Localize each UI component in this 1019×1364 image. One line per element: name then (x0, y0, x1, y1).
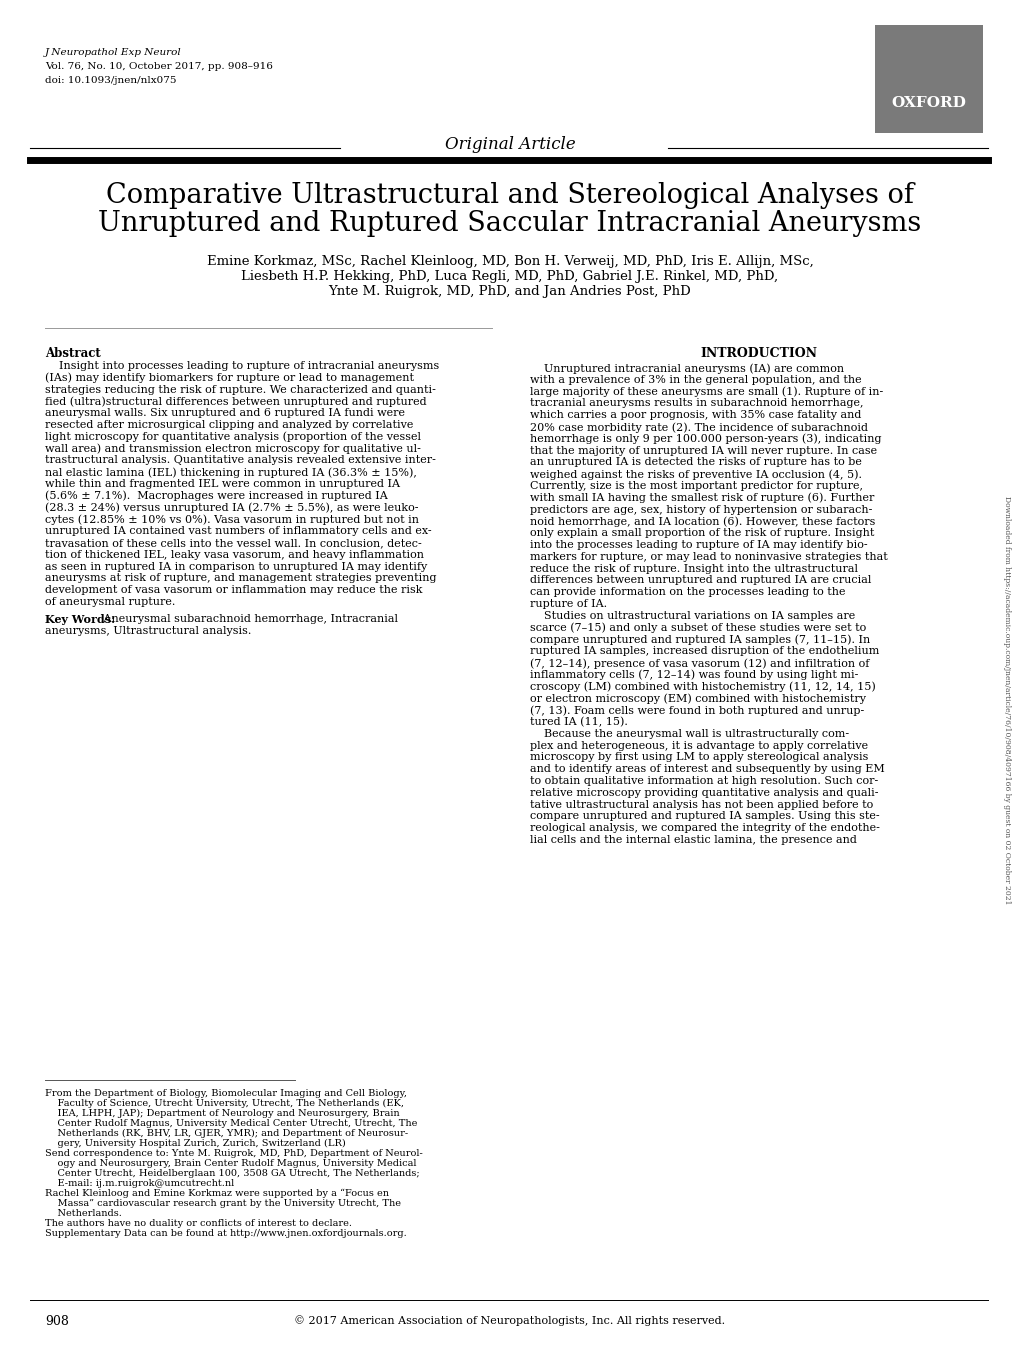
Text: Currently, size is the most important predictor for rupture,: Currently, size is the most important pr… (530, 481, 862, 491)
Text: (28.3 ± 24%) versus unruptured IA (2.7% ± 5.5%), as were leuko-: (28.3 ± 24%) versus unruptured IA (2.7% … (45, 502, 418, 513)
Text: J Neuropathol Exp Neurol: J Neuropathol Exp Neurol (45, 48, 181, 57)
Text: Unruptured and Ruptured Saccular Intracranial Aneurysms: Unruptured and Ruptured Saccular Intracr… (98, 210, 921, 237)
Text: aneurysms at risk of rupture, and management strategies preventing: aneurysms at risk of rupture, and manage… (45, 573, 436, 584)
Text: INTRODUCTION: INTRODUCTION (700, 346, 816, 360)
Text: markers for rupture, or may lead to noninvasive strategies that: markers for rupture, or may lead to noni… (530, 552, 887, 562)
Bar (874, 25, 982, 134)
Text: Insight into processes leading to rupture of intracranial aneurysms: Insight into processes leading to ruptur… (45, 361, 439, 371)
Text: doi: 10.1093/jnen/nlx075: doi: 10.1093/jnen/nlx075 (45, 76, 176, 85)
Text: Studies on ultrastructural variations on IA samples are: Studies on ultrastructural variations on… (530, 611, 854, 621)
Text: microscopy by first using LM to apply stereological analysis: microscopy by first using LM to apply st… (530, 753, 867, 762)
Text: light microscopy for quantitative analysis (proportion of the vessel: light microscopy for quantitative analys… (45, 432, 421, 442)
Text: Center Rudolf Magnus, University Medical Center Utrecht, Utrecht, The: Center Rudolf Magnus, University Medical… (45, 1118, 417, 1128)
Text: Original Article: Original Article (444, 136, 575, 153)
Text: © 2017 American Association of Neuropathologists, Inc. All rights reserved.: © 2017 American Association of Neuropath… (294, 1315, 725, 1326)
Text: The authors have no duality or conflicts of interest to declare.: The authors have no duality or conflicts… (45, 1219, 352, 1228)
Text: ruptured IA samples, increased disruption of the endothelium: ruptured IA samples, increased disruptio… (530, 647, 878, 656)
Text: (IAs) may identify biomarkers for rupture or lead to management: (IAs) may identify biomarkers for ruptur… (45, 372, 414, 383)
Text: differences between unruptured and ruptured IA are crucial: differences between unruptured and ruptu… (530, 576, 870, 585)
Text: reological analysis, we compared the integrity of the endothe-: reological analysis, we compared the int… (530, 824, 879, 833)
Text: large majority of these aneurysms are small (1). Rupture of in-: large majority of these aneurysms are sm… (530, 386, 882, 397)
Text: or electron microscopy (EM) combined with histochemistry: or electron microscopy (EM) combined wit… (530, 693, 865, 704)
Text: OXFORD: OXFORD (891, 95, 965, 109)
Text: Massa” cardiovascular research grant by the University Utrecht, The: Massa” cardiovascular research grant by … (45, 1199, 400, 1209)
Text: Faculty of Science, Utrecht University, Utrecht, The Netherlands (EK,: Faculty of Science, Utrecht University, … (45, 1099, 404, 1108)
Text: strategies reducing the risk of rupture. We characterized and quanti-: strategies reducing the risk of rupture.… (45, 385, 435, 394)
Text: which carries a poor prognosis, with 35% case fatality and: which carries a poor prognosis, with 35%… (530, 411, 860, 420)
Text: From the Department of Biology, Biomolecular Imaging and Cell Biology,: From the Department of Biology, Biomolec… (45, 1088, 407, 1098)
Text: rupture of IA.: rupture of IA. (530, 599, 606, 608)
Text: (5.6% ± 7.1%).  Macrophages were increased in ruptured IA: (5.6% ± 7.1%). Macrophages were increase… (45, 491, 387, 502)
Text: while thin and fragmented IEL were common in unruptured IA: while thin and fragmented IEL were commo… (45, 479, 399, 490)
Text: only explain a small proportion of the risk of rupture. Insight: only explain a small proportion of the r… (530, 528, 873, 539)
Text: predictors are age, sex, history of hypertension or subarach-: predictors are age, sex, history of hype… (530, 505, 871, 514)
Text: Liesbeth H.P. Hekking, PhD, Luca Regli, MD, PhD, Gabriel J.E. Rinkel, MD, PhD,: Liesbeth H.P. Hekking, PhD, Luca Regli, … (242, 270, 777, 282)
Text: as seen in ruptured IA in comparison to unruptured IA may identify: as seen in ruptured IA in comparison to … (45, 562, 427, 572)
Text: fied (ultra)structural differences between unruptured and ruptured: fied (ultra)structural differences betwe… (45, 397, 426, 406)
Text: hemorrhage is only 9 per 100.000 person-years (3), indicating: hemorrhage is only 9 per 100.000 person-… (530, 434, 880, 445)
Text: unruptured IA contained vast numbers of inflammatory cells and ex-: unruptured IA contained vast numbers of … (45, 527, 431, 536)
Text: to obtain qualitative information at high resolution. Such cor-: to obtain qualitative information at hig… (530, 776, 877, 786)
Text: Downloaded from https://academic.oup.com/jnen/article/76/10/908/4097166 by guest: Downloaded from https://academic.oup.com… (1002, 495, 1010, 904)
Text: (7, 12–14), presence of vasa vasorum (12) and infiltration of: (7, 12–14), presence of vasa vasorum (12… (530, 657, 868, 668)
Text: and to identify areas of interest and subsequently by using EM: and to identify areas of interest and su… (530, 764, 883, 775)
Text: that the majority of unruptured IA will never rupture. In case: that the majority of unruptured IA will … (530, 446, 876, 456)
Text: Netherlands.: Netherlands. (45, 1209, 121, 1218)
Text: tured IA (11, 15).: tured IA (11, 15). (530, 717, 628, 727)
Text: Because the aneurysmal wall is ultrastructurally com-: Because the aneurysmal wall is ultrastru… (530, 728, 848, 739)
Text: noid hemorrhage, and IA location (6). However, these factors: noid hemorrhage, and IA location (6). Ho… (530, 517, 874, 527)
Text: Aneurysmal subarachnoid hemorrhage, Intracranial: Aneurysmal subarachnoid hemorrhage, Intr… (100, 614, 397, 623)
Text: 20% case morbidity rate (2). The incidence of subarachnoid: 20% case morbidity rate (2). The inciden… (530, 421, 867, 432)
Text: reduce the risk of rupture. Insight into the ultrastructural: reduce the risk of rupture. Insight into… (530, 563, 857, 574)
Text: nal elastic lamina (IEL) thickening in ruptured IA (36.3% ± 15%),: nal elastic lamina (IEL) thickening in r… (45, 468, 417, 477)
Text: cytes (12.85% ± 10% vs 0%). Vasa vasorum in ruptured but not in: cytes (12.85% ± 10% vs 0%). Vasa vasorum… (45, 514, 419, 525)
Text: resected after microsurgical clipping and analyzed by correlative: resected after microsurgical clipping an… (45, 420, 413, 430)
Text: 908: 908 (45, 1315, 69, 1329)
Text: lial cells and the internal elastic lamina, the presence and: lial cells and the internal elastic lami… (530, 835, 856, 846)
Text: an unruptured IA is detected the risks of rupture has to be: an unruptured IA is detected the risks o… (530, 457, 861, 468)
Text: IEA, LHPH, JAP); Department of Neurology and Neurosurgery, Brain: IEA, LHPH, JAP); Department of Neurology… (45, 1109, 399, 1118)
Text: trastructural analysis. Quantitative analysis revealed extensive inter-: trastructural analysis. Quantitative ana… (45, 456, 435, 465)
Text: aneurysmal walls. Six unruptured and 6 ruptured IA fundi were: aneurysmal walls. Six unruptured and 6 r… (45, 408, 405, 419)
Text: E-mail: ij.m.ruigrok@umcutrecht.nl: E-mail: ij.m.ruigrok@umcutrecht.nl (45, 1178, 234, 1188)
Text: with small IA having the smallest risk of rupture (6). Further: with small IA having the smallest risk o… (530, 492, 873, 503)
Text: Center Utrecht, Heidelberglaan 100, 3508 GA Utrecht, The Netherlands;: Center Utrecht, Heidelberglaan 100, 3508… (45, 1169, 419, 1178)
Text: development of vasa vasorum or inflammation may reduce the risk: development of vasa vasorum or inflammat… (45, 585, 422, 595)
Text: relative microscopy providing quantitative analysis and quali-: relative microscopy providing quantitati… (530, 788, 877, 798)
Text: of aneurysmal rupture.: of aneurysmal rupture. (45, 597, 175, 607)
Text: ogy and Neurosurgery, Brain Center Rudolf Magnus, University Medical: ogy and Neurosurgery, Brain Center Rudol… (45, 1159, 416, 1168)
Text: Abstract: Abstract (45, 346, 101, 360)
Text: Emine Korkmaz, MSc, Rachel Kleinloog, MD, Bon H. Verweij, MD, PhD, Iris E. Allij: Emine Korkmaz, MSc, Rachel Kleinloog, MD… (207, 255, 812, 267)
Text: Send correspondence to: Ynte M. Ruigrok, MD, PhD, Department of Neurol-: Send correspondence to: Ynte M. Ruigrok,… (45, 1148, 422, 1158)
Text: Comparative Ultrastructural and Stereological Analyses of: Comparative Ultrastructural and Stereolo… (106, 181, 913, 209)
Text: with a prevalence of 3% in the general population, and the: with a prevalence of 3% in the general p… (530, 375, 861, 385)
Text: Unruptured intracranial aneurysms (IA) are common: Unruptured intracranial aneurysms (IA) a… (530, 363, 844, 374)
Text: plex and heterogeneous, it is advantage to apply correlative: plex and heterogeneous, it is advantage … (530, 741, 867, 750)
Text: aneurysms, Ultrastructural analysis.: aneurysms, Ultrastructural analysis. (45, 626, 251, 636)
Text: compare unruptured and ruptured IA samples. Using this ste-: compare unruptured and ruptured IA sampl… (530, 812, 878, 821)
Text: scarce (7–15) and only a subset of these studies were set to: scarce (7–15) and only a subset of these… (530, 622, 865, 633)
Text: Vol. 76, No. 10, October 2017, pp. 908–916: Vol. 76, No. 10, October 2017, pp. 908–9… (45, 61, 273, 71)
Text: Netherlands (RK, BHV, LR, GJER, YMR); and Department of Neurosur-: Netherlands (RK, BHV, LR, GJER, YMR); an… (45, 1129, 408, 1138)
Text: Rachel Kleinloog and Emine Korkmaz were supported by a “Focus en: Rachel Kleinloog and Emine Korkmaz were … (45, 1189, 388, 1199)
Text: travasation of these cells into the vessel wall. In conclusion, detec-: travasation of these cells into the vess… (45, 537, 421, 548)
Text: Ynte M. Ruigrok, MD, PhD, and Jan Andries Post, PhD: Ynte M. Ruigrok, MD, PhD, and Jan Andrie… (328, 285, 691, 297)
Text: Supplementary Data can be found at http://www.jnen.oxfordjournals.org.: Supplementary Data can be found at http:… (45, 1229, 407, 1239)
Text: (7, 13). Foam cells were found in both ruptured and unrup-: (7, 13). Foam cells were found in both r… (530, 705, 863, 716)
Text: wall area) and transmission electron microscopy for qualitative ul-: wall area) and transmission electron mic… (45, 443, 421, 454)
Text: can provide information on the processes leading to the: can provide information on the processes… (530, 587, 845, 597)
Text: tracranial aneurysms results in subarachnoid hemorrhage,: tracranial aneurysms results in subarach… (530, 398, 863, 408)
Text: tion of thickened IEL, leaky vasa vasorum, and heavy inflammation: tion of thickened IEL, leaky vasa vasoru… (45, 550, 424, 559)
Text: into the processes leading to rupture of IA may identify bio-: into the processes leading to rupture of… (530, 540, 867, 550)
Text: tative ultrastructural analysis has not been applied before to: tative ultrastructural analysis has not … (530, 799, 872, 810)
Text: compare unruptured and ruptured IA samples (7, 11–15). In: compare unruptured and ruptured IA sampl… (530, 634, 869, 645)
Text: Key Words:: Key Words: (45, 614, 115, 625)
Text: gery, University Hospital Zurich, Zurich, Switzerland (LR): gery, University Hospital Zurich, Zurich… (45, 1139, 345, 1148)
Text: croscopy (LM) combined with histochemistry (11, 12, 14, 15): croscopy (LM) combined with histochemist… (530, 682, 875, 692)
Text: weighed against the risks of preventive IA occlusion (4, 5).: weighed against the risks of preventive … (530, 469, 861, 480)
Text: inflammatory cells (7, 12–14) was found by using light mi-: inflammatory cells (7, 12–14) was found … (530, 670, 858, 681)
